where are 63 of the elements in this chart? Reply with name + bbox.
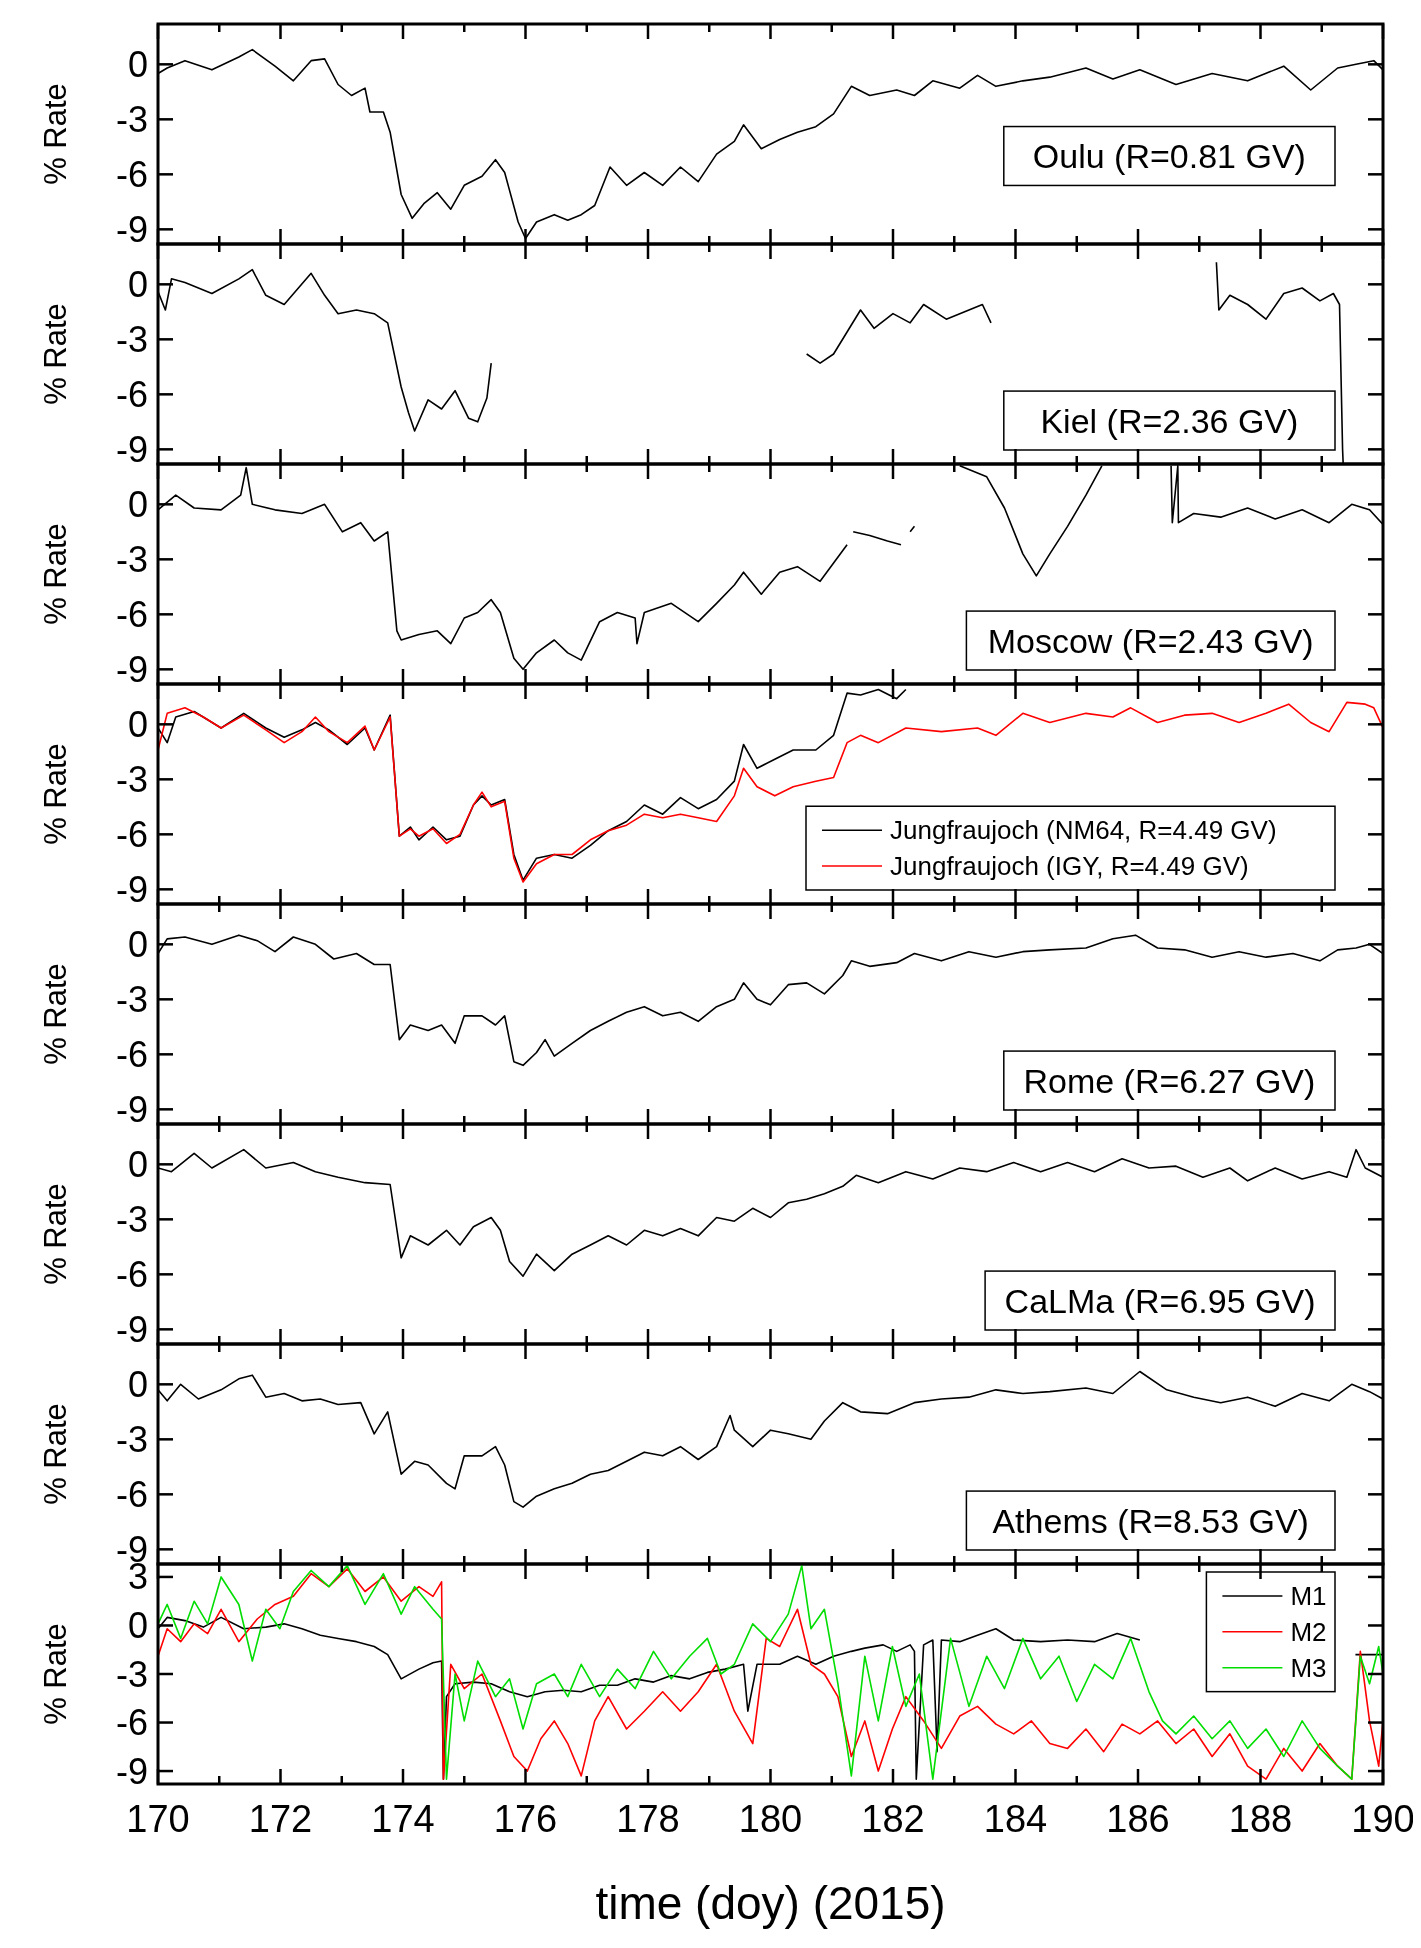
x-tick-label: 182 [861,1798,925,1840]
y-tick-label: 0 [127,43,148,85]
y-tick-label: -9 [115,648,148,690]
y-tick-label: -3 [115,1198,148,1240]
x-tick-label: 178 [616,1798,680,1840]
series-label: Kiel (R=2.36 GV) [1040,401,1299,440]
y-tick-label: -3 [115,1418,148,1460]
y-axis-title: % Rate [38,523,73,625]
x-tick-label: 180 [738,1798,803,1840]
series-label: Moscow (R=2.43 GV) [987,621,1314,660]
x-tick-label: 176 [493,1798,558,1840]
y-tick-label: 0 [127,923,148,965]
y-tick-label: -6 [115,373,148,415]
text: Athems (R=8.53 GV) [992,1501,1309,1540]
legend-label: Oulu (R=0.81 GV) [1032,137,1306,175]
y-tick-label: -6 [115,153,148,195]
legend-label: M1 [1290,1580,1327,1611]
y-tick-label: -3 [115,318,148,360]
legend-label: M2 [1290,1616,1327,1647]
legend-label: Jungfraujoch (NM64, R=4.49 GV) [890,815,1277,846]
y-tick-label: -9 [115,1308,148,1350]
text: Rome (R=6.27 GV) [1023,1061,1316,1100]
y-axis-title: % Rate [38,743,73,845]
y-tick-label: -6 [115,813,148,855]
x-tick-label: 184 [983,1798,1048,1840]
y-tick-label: 0 [127,1143,148,1185]
x-tick-label: 186 [1106,1798,1170,1840]
y-axis-title: % Rate [38,1403,73,1505]
y-tick-label: -9 [115,1088,148,1130]
x-axis-title: time (doy) (2015) [595,1877,946,1929]
y-tick-label: -9 [115,1750,148,1792]
y-tick-label: -9 [115,428,148,470]
y-tick-label: -3 [115,98,148,140]
legend-label: Jungfraujoch (IGY, R=4.49 GV) [890,851,1249,882]
y-tick-label: -6 [115,1033,148,1075]
y-axis-title: % Rate [38,963,73,1065]
text: CaLMa (R=6.95 GV) [1004,1281,1316,1320]
x-tick-label: 188 [1228,1798,1293,1840]
y-tick-label: -6 [115,1702,148,1744]
y-tick-label: 0 [127,263,148,305]
x-tick-label: 172 [248,1798,313,1840]
y-tick-label: -3 [115,978,148,1020]
y-tick-label: -6 [115,1473,148,1515]
x-tick-label: 190 [1351,1798,1415,1840]
y-axis-title: % Rate [38,1183,73,1285]
x-tick-label: 170 [126,1798,190,1840]
y-tick-label: 0 [127,703,148,745]
y-tick-label: -6 [115,593,148,635]
y-tick-label: -3 [115,758,148,800]
y-tick-label: 0 [127,483,148,525]
y-axis-title: % Rate [38,83,73,185]
y-tick-label: -6 [115,1253,148,1295]
line-series [158,701,1383,883]
y-tick-label: 0 [127,1363,148,1405]
y-tick-label: -3 [115,538,148,580]
y-axis-title: % Rate [38,1623,73,1725]
y-tick-label: -3 [115,1653,148,1695]
x-tick-label: 174 [371,1798,435,1840]
y-tick-label: -9 [115,208,148,250]
y-axis-title: % Rate [38,303,73,405]
y-tick-label: 0 [127,1604,148,1646]
y-tick-label: -9 [115,868,148,910]
legend-label: M3 [1290,1652,1327,1683]
